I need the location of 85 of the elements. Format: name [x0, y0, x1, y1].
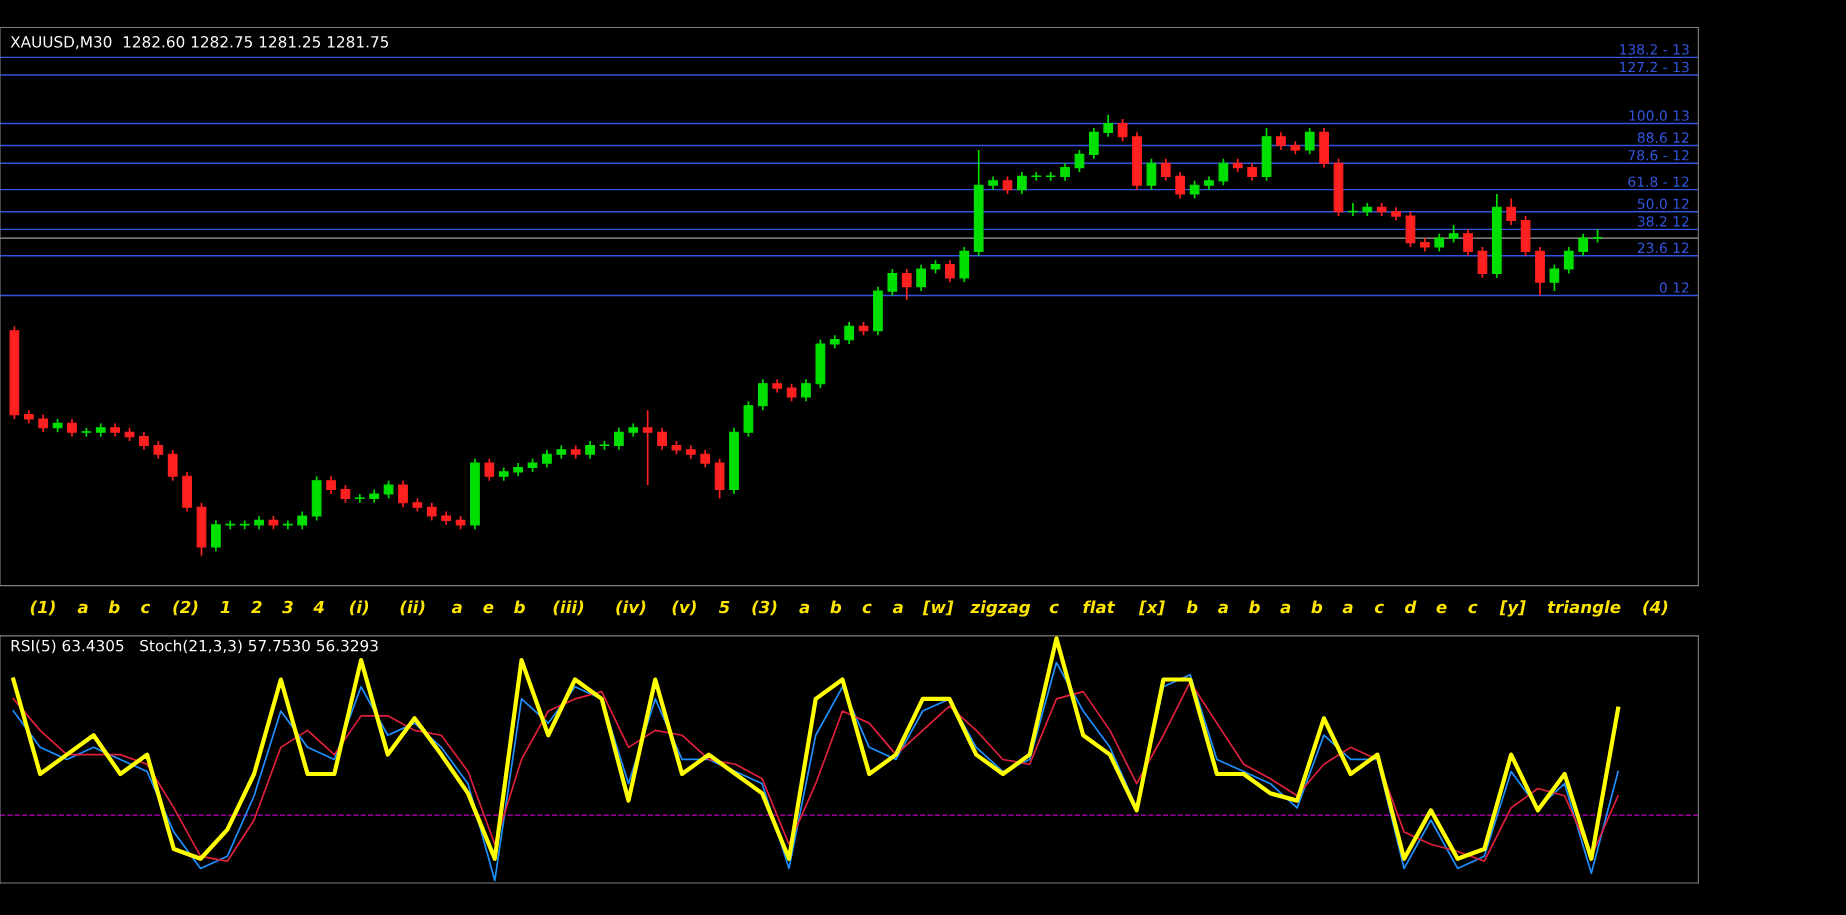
text: (4) [1643, 600, 1668, 616]
text: c [1374, 603, 1384, 614]
chart-title: RSI(5) 63.4305 Stoch(21,3,3) 57.7530 56.3293 [11, 639, 378, 654]
text: flat [1083, 600, 1116, 614]
candlestick [167, 449, 178, 482]
annotation: 78.6 - 12 [1628, 150, 1689, 161]
candlestick [1563, 246, 1574, 275]
candlestick [1549, 263, 1560, 292]
text: b [108, 600, 120, 614]
annotation: 88.6 12 [1637, 132, 1689, 143]
candlestick [757, 378, 768, 411]
text: b [1311, 600, 1323, 614]
chart-title: XAUUSD,M30 1282.60 1282.75 1281.25 1281.75 [10, 36, 389, 50]
candlestick [398, 479, 408, 509]
annotation: 50.0 12 [1637, 198, 1689, 210]
candlestick [354, 493, 365, 504]
text: [x] [1138, 600, 1165, 616]
candlestick [1160, 157, 1171, 182]
candlestick [211, 519, 221, 553]
text: c [141, 603, 151, 614]
text: zigzag [970, 600, 1031, 617]
annotation: 23.6 12 [1637, 242, 1689, 254]
text: c [1468, 603, 1478, 614]
text: a [892, 603, 903, 614]
text: a [451, 603, 462, 614]
candlestick [887, 268, 898, 297]
text: a [1280, 603, 1291, 614]
candlestick [1088, 127, 1099, 160]
candlestick [801, 378, 811, 403]
annotation: 138.2 - 13 [1620, 44, 1689, 55]
candlestick [901, 268, 912, 301]
text: 5 [718, 600, 730, 614]
text: b [830, 600, 842, 614]
text: (2) [173, 600, 198, 616]
candlestick [484, 457, 495, 482]
text: (iii) [553, 600, 584, 616]
candlestick [1016, 171, 1027, 195]
text: b [1186, 600, 1198, 614]
candlestick [1304, 127, 1315, 156]
candlestick [1146, 157, 1157, 191]
text: a [799, 603, 810, 614]
text: c [862, 603, 872, 614]
text: 2 [251, 600, 262, 614]
text: (ii) [400, 600, 425, 616]
text: 3 [282, 600, 293, 614]
candlestick [1506, 197, 1517, 226]
text: [w] [922, 600, 954, 616]
candlestick [945, 259, 955, 284]
text: d [1405, 600, 1417, 614]
annotation: 100.0 13 [1629, 110, 1689, 121]
annotation: 0 12 [1659, 282, 1689, 293]
text: a [77, 603, 88, 614]
candlestick [614, 426, 624, 451]
candlestick [1463, 228, 1473, 257]
text: 1 [220, 600, 230, 614]
text: (3) [752, 600, 777, 616]
annotation: 38.2 12 [1637, 216, 1689, 227]
text: (iv) [616, 600, 646, 616]
text: [y] [1499, 600, 1526, 617]
candlestick [1477, 246, 1488, 279]
annotation: 61.8 - 12 [1628, 176, 1689, 187]
text: (v) [672, 600, 696, 616]
text: c [1049, 603, 1059, 614]
text: triangle [1547, 600, 1621, 617]
candlestick [1218, 157, 1229, 187]
text: b [514, 600, 525, 614]
candlestick [642, 409, 653, 486]
candlestick [1103, 113, 1114, 138]
candlestick [844, 321, 855, 345]
text: (i) [350, 600, 369, 616]
candlestick [1175, 171, 1186, 200]
text: 4 [313, 600, 324, 614]
candlestick [1578, 232, 1589, 257]
text: a [1217, 603, 1228, 614]
candlestick [916, 263, 926, 292]
annotation: 127.2 - 13 [1620, 61, 1689, 73]
text: e [1436, 603, 1447, 614]
candlestick [1031, 171, 1042, 182]
text: e [483, 603, 494, 614]
text: a [1342, 603, 1353, 614]
candlestick [1117, 118, 1128, 142]
text: b [1249, 600, 1260, 614]
text: (1) [30, 600, 55, 616]
candlestick [657, 426, 667, 451]
candlestick [1074, 149, 1085, 173]
